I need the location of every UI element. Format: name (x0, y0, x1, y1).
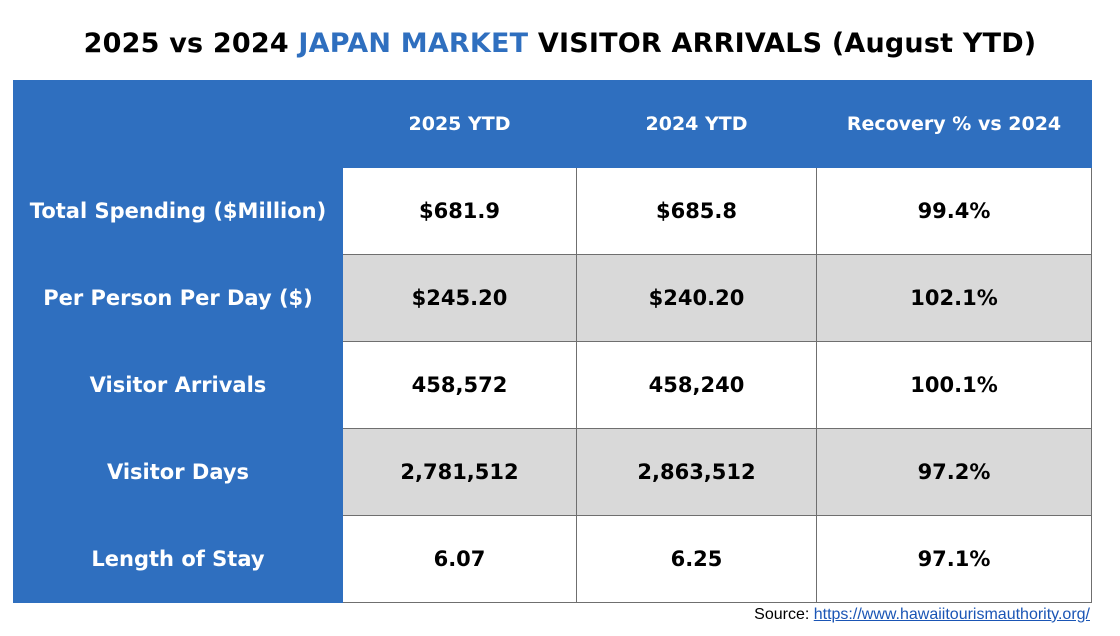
header-cell-2025: 2025 YTD (342, 80, 577, 168)
table-row: Visitor Days 2,781,512 2,863,512 97.2% (13, 428, 1092, 516)
table-row: Total Spending ($Million) $681.9 $685.8 … (13, 167, 1092, 255)
header-cell-empty (13, 80, 343, 168)
value-2025: $681.9 (342, 167, 577, 255)
title-highlight: JAPAN MARKET (298, 28, 529, 59)
value-recovery: 97.1% (816, 515, 1092, 603)
table-row: Per Person Per Day ($) $245.20 $240.20 1… (13, 254, 1092, 342)
header-cell-2024: 2024 YTD (576, 80, 817, 168)
table-row: Length of Stay 6.07 6.25 97.1% (13, 515, 1092, 603)
row-label: Visitor Days (13, 428, 343, 516)
row-label: Per Person Per Day ($) (13, 254, 343, 342)
value-2024: $685.8 (576, 167, 817, 255)
value-2025: $245.20 (342, 254, 577, 342)
value-recovery: 100.1% (816, 341, 1092, 429)
row-label: Total Spending ($Million) (13, 167, 343, 255)
source-note: Source: https://www.hawaiitourismauthori… (754, 606, 1090, 624)
value-2024: 458,240 (576, 341, 817, 429)
header-cell-recovery: Recovery % vs 2024 (816, 80, 1092, 168)
table-row: Visitor Arrivals 458,572 458,240 100.1% (13, 341, 1092, 429)
row-label: Visitor Arrivals (13, 341, 343, 429)
value-2025: 458,572 (342, 341, 577, 429)
row-label: Length of Stay (13, 515, 343, 603)
source-label: Source: (754, 606, 814, 623)
header-row: 2025 YTD 2024 YTD Recovery % vs 2024 (13, 80, 1092, 168)
page-title: 2025 vs 2024 JAPAN MARKET VISITOR ARRIVA… (0, 28, 1120, 59)
value-2025: 2,781,512 (342, 428, 577, 516)
data-table: 2025 YTD 2024 YTD Recovery % vs 2024 Tot… (13, 80, 1092, 603)
value-2024: 2,863,512 (576, 428, 817, 516)
title-suffix: VISITOR ARRIVALS (August YTD) (528, 28, 1037, 59)
value-recovery: 99.4% (816, 167, 1092, 255)
value-recovery: 97.2% (816, 428, 1092, 516)
value-2024: $240.20 (576, 254, 817, 342)
value-recovery: 102.1% (816, 254, 1092, 342)
value-2024: 6.25 (576, 515, 817, 603)
value-2025: 6.07 (342, 515, 577, 603)
title-prefix: 2025 vs 2024 (83, 28, 299, 59)
source-link[interactable]: https://www.hawaiitourismauthority.org/ (813, 606, 1090, 623)
